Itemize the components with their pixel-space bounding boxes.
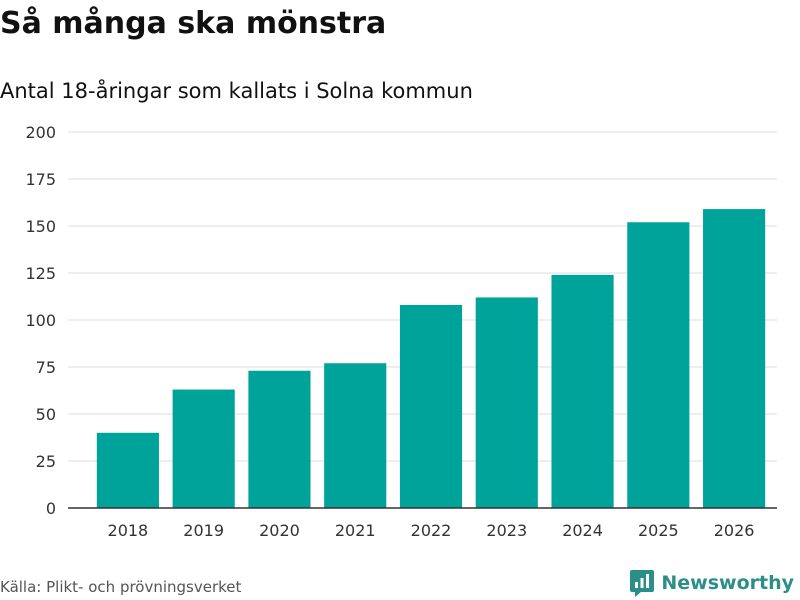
bar-2024[interactable] [551, 274, 614, 508]
y-tick-label: 25 [36, 452, 56, 471]
bar-2022[interactable] [399, 304, 463, 508]
x-tick-label: 2018 [108, 521, 149, 540]
x-tick-label: 2025 [638, 521, 679, 540]
chart-title: Så många ska mönstra [0, 6, 387, 41]
x-tick-label: 2026 [714, 521, 755, 540]
x-tick-label: 2023 [486, 521, 527, 540]
y-tick-label: 75 [36, 358, 56, 377]
bar-2025[interactable] [627, 222, 690, 509]
x-tick-label: 2020 [259, 521, 300, 540]
bars [96, 209, 766, 509]
bar-2020[interactable] [248, 370, 311, 508]
y-tick-label: 100 [25, 311, 56, 330]
y-tick-label: 175 [25, 170, 56, 189]
bar-chart: 0 25 50 75 100 125 150 175 200 2018 2019 2020 2021 20… [25, 123, 777, 540]
x-tick-label: 2022 [411, 521, 452, 540]
bar-2026[interactable] [703, 209, 766, 508]
y-tick-label: 50 [36, 405, 56, 424]
y-tick-label: 0 [46, 499, 56, 518]
source-note: Källa: Plikt- och prövningsverket [0, 578, 242, 596]
y-tick-label: 150 [25, 217, 56, 236]
axes: 0 25 50 75 100 125 150 175 200 2018 2019 2020 2021 20… [25, 123, 777, 540]
bar-2018[interactable] [96, 432, 159, 508]
newsworthy-logo-icon [630, 570, 655, 597]
bar-2021[interactable] [324, 363, 387, 508]
bar-2019[interactable] [172, 389, 235, 508]
brand-name: Newsworthy [661, 572, 794, 594]
y-tick-label: 125 [25, 264, 56, 283]
y-tick-label: 200 [25, 123, 56, 142]
x-tick-label: 2024 [562, 521, 603, 540]
brand-logo[interactable]: Newsworthy [629, 568, 794, 598]
x-tick-label: 2021 [335, 521, 376, 540]
chart-subtitle: Antal 18-åringar som kallats i Solna kom… [0, 79, 473, 103]
x-tick-label: 2019 [183, 521, 224, 540]
bar-2023[interactable] [475, 297, 538, 508]
